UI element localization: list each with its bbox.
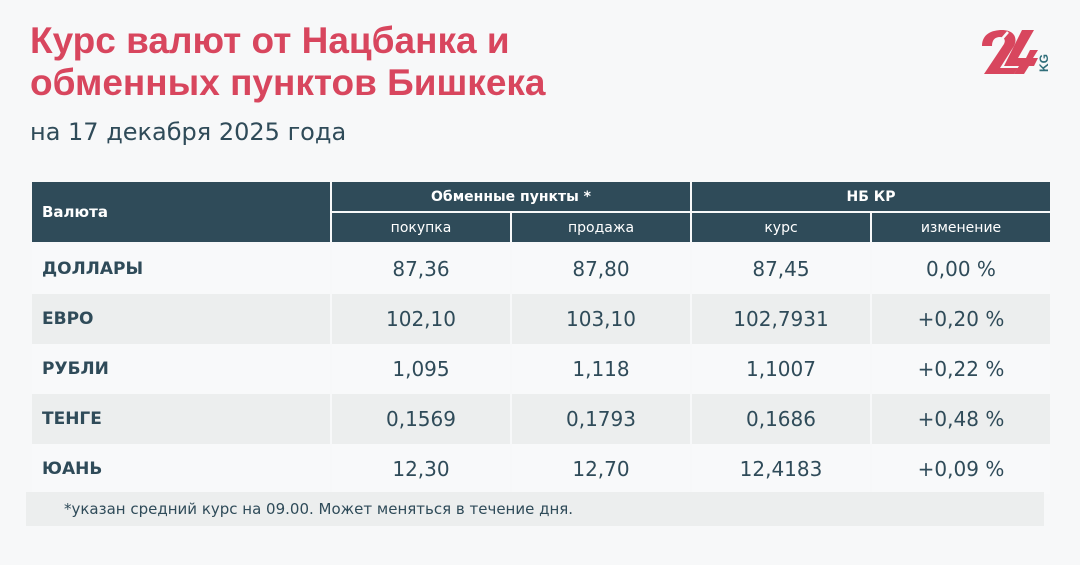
- rate-value: 102,7931: [690, 294, 872, 344]
- sell-value: 0,1793: [510, 394, 692, 444]
- buy-value: 12,30: [330, 444, 512, 494]
- logo-24kg: KG: [979, 30, 1051, 74]
- change-value: 0,00 %: [870, 243, 1052, 294]
- col-change: изменение: [870, 211, 1052, 244]
- buy-value: 87,36: [330, 243, 512, 294]
- currency-table: Валюта Обменные пункты * НБ КР покупка п…: [30, 180, 1052, 494]
- rate-value: 0,1686: [690, 394, 872, 444]
- page-title: Курс валют от Нацбанка и обменных пункто…: [30, 20, 546, 104]
- group-exchange-points: Обменные пункты *: [330, 180, 692, 213]
- table-row: ЮАНЬ 12,30 12,70 12,4183 +0,09 %: [30, 444, 1052, 494]
- change-value: +0,22 %: [870, 344, 1052, 394]
- footnote: *указан средний курс на 09.00. Может мен…: [26, 492, 1044, 526]
- rate-value: 1,1007: [690, 344, 872, 394]
- svg-text:KG: KG: [1037, 54, 1051, 72]
- col-rate: курс: [690, 211, 872, 244]
- table-row: ТЕНГЕ 0,1569 0,1793 0,1686 +0,48 %: [30, 394, 1052, 444]
- table-row: ЕВРО 102,10 103,10 102,7931 +0,20 %: [30, 294, 1052, 344]
- rate-value: 12,4183: [690, 444, 872, 494]
- title-line-1: Курс валют от Нацбанка и: [30, 20, 510, 61]
- currency-name: ЮАНЬ: [30, 444, 332, 494]
- sell-value: 87,80: [510, 243, 692, 294]
- buy-value: 102,10: [330, 294, 512, 344]
- col-sell: продажа: [510, 211, 692, 244]
- currency-name: ТЕНГЕ: [30, 394, 332, 444]
- page-subtitle: на 17 декабря 2025 года: [30, 118, 347, 146]
- sell-value: 12,70: [510, 444, 692, 494]
- buy-value: 1,095: [330, 344, 512, 394]
- sell-value: 103,10: [510, 294, 692, 344]
- table-row: РУБЛИ 1,095 1,118 1,1007 +0,22 %: [30, 344, 1052, 394]
- currency-name: ЕВРО: [30, 294, 332, 344]
- title-line-2: обменных пунктов Бишкека: [30, 62, 546, 103]
- buy-value: 0,1569: [330, 394, 512, 444]
- change-value: +0,20 %: [870, 294, 1052, 344]
- col-currency: Валюта: [30, 180, 332, 244]
- sell-value: 1,118: [510, 344, 692, 394]
- rate-value: 87,45: [690, 243, 872, 294]
- change-value: +0,09 %: [870, 444, 1052, 494]
- change-value: +0,48 %: [870, 394, 1052, 444]
- group-national-bank: НБ КР: [690, 180, 1052, 213]
- table-row: ДОЛЛАРЫ 87,36 87,80 87,45 0,00 %: [30, 243, 1052, 294]
- currency-name: РУБЛИ: [30, 344, 332, 394]
- currency-name: ДОЛЛАРЫ: [30, 243, 332, 294]
- col-buy: покупка: [330, 211, 512, 244]
